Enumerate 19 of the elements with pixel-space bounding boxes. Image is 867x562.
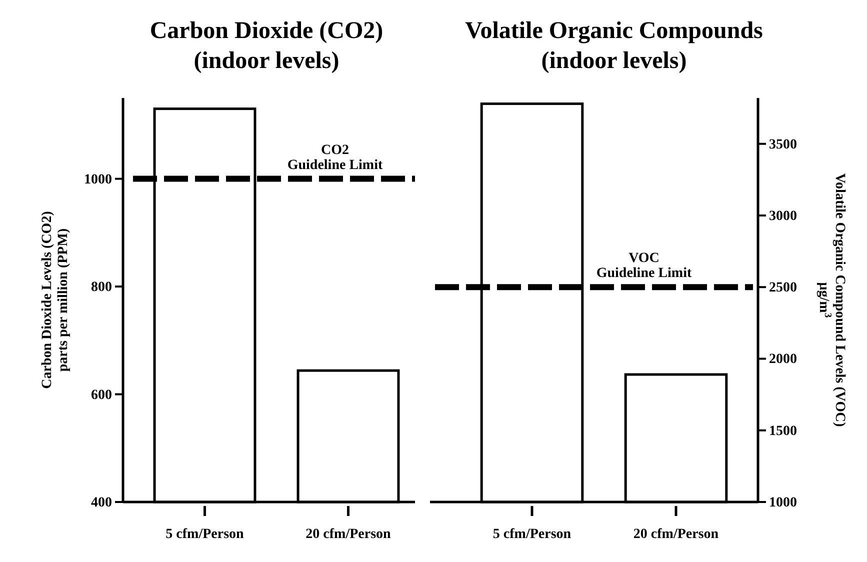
x-tick-label: 5 cfm/Person <box>492 527 572 542</box>
y-tick-label: 600 <box>91 388 112 403</box>
y2-tick-label: 2500 <box>769 280 797 296</box>
y-axis-title: Carbon Dioxide Levels (CO2) parts per million (PPM) <box>40 210 71 389</box>
y-tick-label: 1000 <box>84 172 112 188</box>
x-tick-label: 20 cfm/Person <box>633 527 719 542</box>
y2-tick-label: 3500 <box>769 137 797 152</box>
x-tick-label: 20 cfm/Person <box>306 527 392 542</box>
y-tick-label: 400 <box>91 495 112 510</box>
ref-line-label: VOC Guideline Limit <box>596 251 692 282</box>
y2-tick-label: 2000 <box>769 352 797 368</box>
ref-line-label: CO2 Guideline Limit <box>287 142 383 173</box>
chart-title: Volatile Organic Compounds (indoor levels) <box>465 18 763 74</box>
y2-tick-label: 1500 <box>769 424 797 439</box>
x-tick-label: 5 cfm/Person <box>166 527 244 542</box>
chart-title: Carbon Dioxide (CO2) (indoor levels) <box>150 18 384 74</box>
y-tick-label: 800 <box>91 280 112 296</box>
y2-tick-label: 3000 <box>769 208 797 224</box>
y2-tick-label: 1000 <box>769 495 797 510</box>
